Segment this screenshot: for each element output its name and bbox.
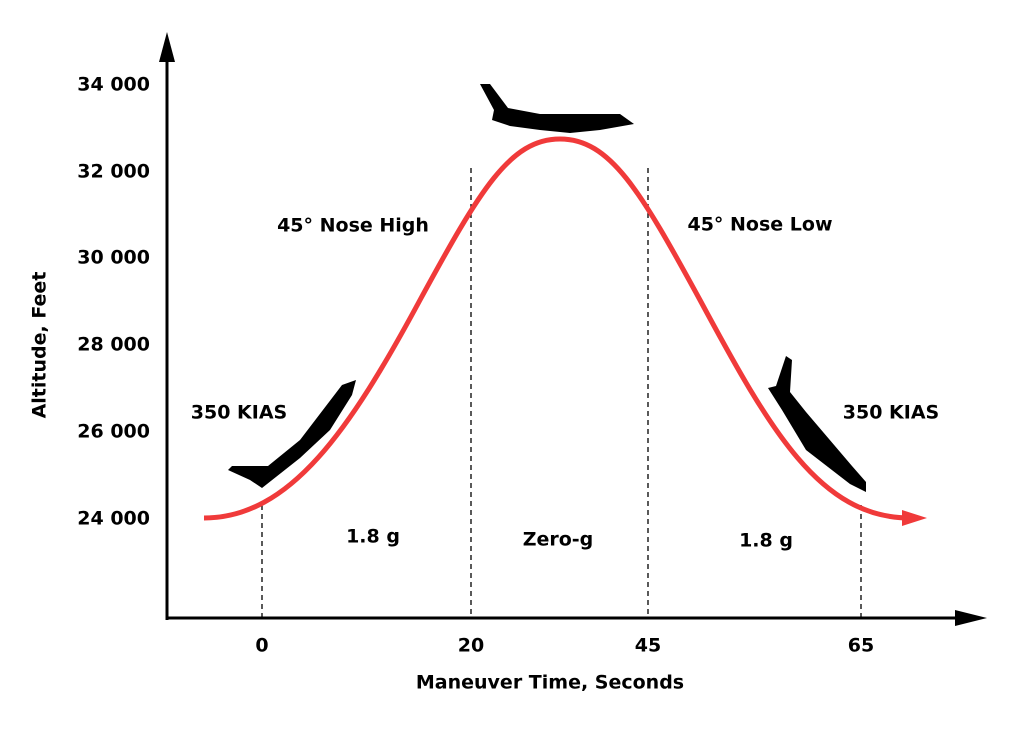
x-tick-label: 65 xyxy=(848,635,874,657)
annotation: Zero-g xyxy=(523,529,594,551)
trajectory-arrow xyxy=(902,510,927,526)
annotation: 45° Nose Low xyxy=(687,214,832,236)
x-axis-label: Maneuver Time, Seconds xyxy=(416,672,684,694)
y-axis-label: Altitude, Feet xyxy=(29,272,51,419)
annotation: 350 KIAS xyxy=(843,402,939,424)
x-tick-label: 20 xyxy=(458,635,484,657)
aircraft xyxy=(228,380,356,488)
annotation: 1.8 g xyxy=(346,526,400,548)
annotation: 350 KIAS xyxy=(191,402,287,424)
y-tick-label: 26 000 xyxy=(77,421,150,443)
y-tick-label: 28 000 xyxy=(77,334,150,356)
x-tick-label: 0 xyxy=(255,635,268,657)
y-tick-label: 32 000 xyxy=(77,161,150,183)
y-tick-label: 30 000 xyxy=(77,247,150,269)
trajectory xyxy=(203,136,911,521)
x-tick-label: 45 xyxy=(635,635,661,657)
aircraft xyxy=(768,356,866,492)
y-tick-label: 34 000 xyxy=(77,74,150,96)
annotation: 1.8 g xyxy=(739,530,793,552)
x-axis-arrow xyxy=(955,610,987,626)
aircraft xyxy=(480,84,634,133)
annotation: 45° Nose High xyxy=(277,215,429,237)
y-tick-label: 24 000 xyxy=(77,508,150,530)
y-axis-arrow xyxy=(159,32,175,62)
